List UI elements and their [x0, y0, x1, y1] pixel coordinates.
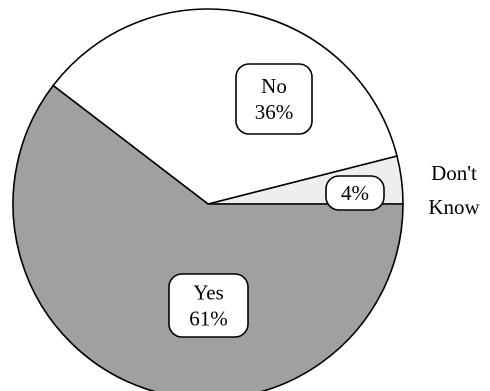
dont-know-callout: 4%	[325, 175, 385, 211]
dont-know-callout-box	[325, 175, 385, 211]
yes-value-label: 61%	[189, 307, 228, 331]
dont-know-label-line: Don't	[431, 161, 477, 185]
no-label: No	[261, 74, 287, 98]
no-callout-box	[235, 63, 313, 135]
no-value-label: 36%	[255, 100, 294, 124]
dont-know-outside-label: Don't Know	[428, 161, 480, 219]
dont-know-value-label: 4%	[341, 181, 369, 205]
pie-slice-yes	[12, 84, 404, 391]
yes-label: Yes	[193, 281, 224, 305]
pie-slice-no	[52, 8, 398, 205]
yes-callout-box	[168, 273, 249, 338]
dont-know-label-line: Know	[428, 195, 480, 219]
